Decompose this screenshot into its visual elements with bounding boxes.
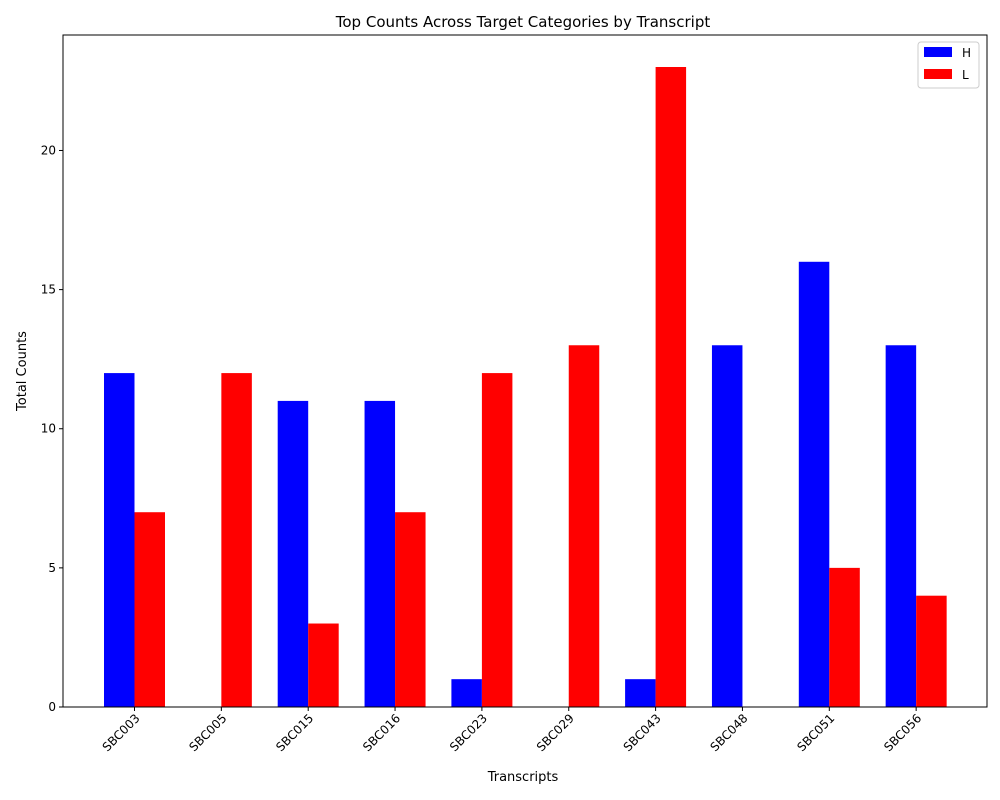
x-tick-label-sbc016: SBC016 <box>360 711 403 754</box>
y-tick-label: 20 <box>41 143 56 157</box>
x-tick-label-sbc043: SBC043 <box>621 711 664 754</box>
bar-h-sbc015 <box>277 400 309 707</box>
y-tick-label: 15 <box>41 283 56 297</box>
x-tick-label-sbc056: SBC056 <box>881 711 924 754</box>
x-tick-label-sbc005: SBC005 <box>186 711 229 754</box>
x-axis: SBC003 SBC005 SBC015 SBC016 SBC023 SBC029 SBC0… <box>100 707 924 754</box>
legend-label-l: L <box>962 68 969 82</box>
bar-l-sbc015 <box>308 623 339 707</box>
plot-area <box>104 67 947 707</box>
chart-title: Top Counts Across Target Categories by T… <box>335 13 711 31</box>
bar-h-sbc051 <box>798 261 830 707</box>
bar-h-sbc056 <box>885 345 917 707</box>
x-tick-label-sbc029: SBC029 <box>534 711 577 754</box>
x-axis-label: Transcripts <box>487 770 559 785</box>
x-tick-label-sbc051: SBC051 <box>794 711 837 754</box>
bar-h-sbc048 <box>711 345 743 707</box>
bar-l-sbc056 <box>916 595 947 707</box>
bar-l-sbc016 <box>395 512 426 707</box>
y-tick-label: 0 <box>48 700 56 714</box>
legend-label-h: H <box>962 46 971 60</box>
bar-h-sbc016 <box>364 400 396 707</box>
plot-frame <box>62 34 988 708</box>
bar-l-sbc003 <box>134 512 165 707</box>
x-tick-label-sbc015: SBC015 <box>273 711 316 754</box>
bar-l-sbc029 <box>568 345 600 707</box>
bar-h-sbc023 <box>451 679 482 707</box>
y-axis-label: Total Counts <box>15 331 30 412</box>
x-tick-label-sbc048: SBC048 <box>707 711 750 754</box>
bar-l-sbc005 <box>221 373 252 707</box>
bar-l-sbc023 <box>481 373 513 707</box>
x-tick-label-sbc023: SBC023 <box>447 711 490 754</box>
x-tick-label-sbc003: SBC003 <box>100 711 143 754</box>
bar-h-sbc003 <box>104 373 135 707</box>
y-tick-label: 5 <box>48 561 56 575</box>
bar-l-sbc043 <box>655 67 687 707</box>
legend-swatch-l <box>924 69 952 79</box>
y-axis: 0 5 10 15 20 <box>41 143 63 714</box>
bar-h-sbc043 <box>625 679 656 707</box>
legend: HL <box>917 41 980 89</box>
legend-swatch-h <box>924 47 952 57</box>
bar-l-sbc051 <box>829 567 860 707</box>
y-tick-label: 10 <box>41 422 56 436</box>
